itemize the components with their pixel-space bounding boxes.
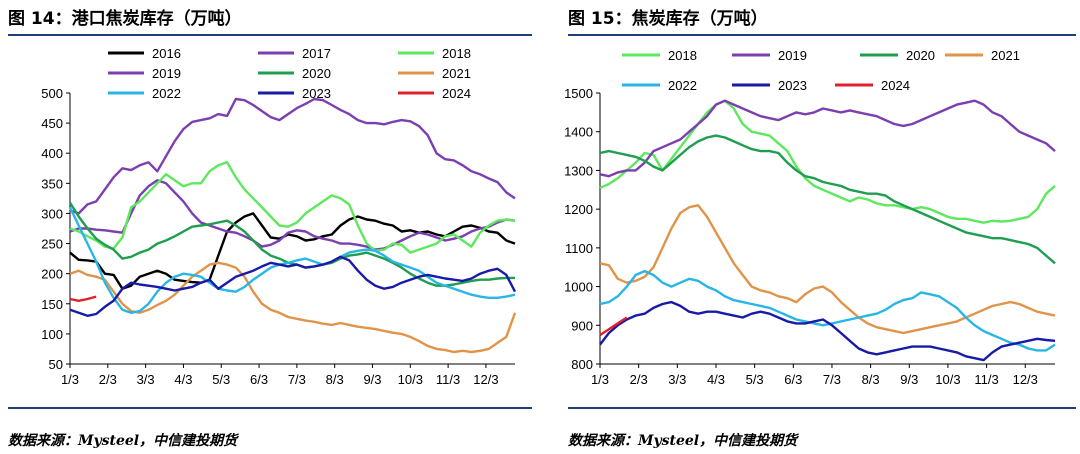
x-tick-label: 8/3 — [862, 372, 880, 387]
title-rule — [8, 34, 532, 36]
legend-label-2020: 2020 — [906, 48, 935, 63]
y-tick-label: 1300 — [564, 163, 593, 178]
legend-label-2022: 2022 — [152, 86, 181, 101]
x-tick-label: 7/3 — [823, 372, 841, 387]
series-line-2017 — [69, 179, 516, 251]
x-tick-label: 3/3 — [668, 372, 686, 387]
y-tick-label: 300 — [41, 206, 63, 221]
chart-panel-coke: 图 15：焦炭库存（万吨） 800 900 1000 1100 1200 1300 1400… — [560, 0, 1080, 454]
legend-label-2020: 2020 — [302, 66, 331, 81]
series-line-2016 — [69, 212, 516, 290]
legend-label-2023: 2023 — [302, 86, 331, 101]
series-line-2020 — [68, 201, 515, 287]
x-tick-label: 1/3 — [591, 372, 609, 387]
x-tick-label: 5/3 — [212, 372, 230, 387]
x-tick-label: 2/3 — [99, 372, 117, 387]
series-line-2024 — [599, 316, 628, 337]
x-tick-label: 6/3 — [784, 372, 802, 387]
x-tick-label: 9/3 — [363, 372, 381, 387]
series-line-2023 — [599, 300, 1056, 362]
y-tick-label: 1100 — [565, 241, 593, 256]
legend-label-2018: 2018 — [442, 46, 471, 61]
y-tick-label: 1000 — [564, 280, 593, 295]
series-line-2019 — [69, 97, 516, 215]
legend-label-2024: 2024 — [881, 78, 910, 93]
legend-label-2019: 2019 — [152, 66, 181, 81]
x-tick-label: 4/3 — [174, 372, 192, 387]
x-tick-label: 3/3 — [137, 372, 155, 387]
footer-rule — [8, 407, 532, 409]
y-tick-label: 350 — [41, 176, 63, 191]
footer-rule — [568, 407, 1076, 409]
legend-label-2016: 2016 — [152, 46, 181, 61]
y-tick-label: 400 — [41, 146, 63, 161]
series-line-2022 — [68, 206, 516, 314]
legend-label-2022: 2022 — [668, 78, 697, 93]
y-tick-label: 900 — [571, 318, 593, 333]
y-tick-label: 1400 — [564, 125, 593, 140]
x-tick-label: 5/3 — [746, 372, 764, 387]
legend-label-2017: 2017 — [302, 46, 331, 61]
x-tick-label: 4/3 — [707, 372, 725, 387]
y-tick-label: 250 — [41, 237, 63, 252]
series-line-2021 — [599, 204, 1056, 335]
x-tick-label: 6/3 — [250, 372, 268, 387]
y-tick-label: 100 — [41, 327, 63, 342]
x-tick-label: 7/3 — [288, 372, 306, 387]
legend-label-2019: 2019 — [778, 48, 807, 63]
legend-label-2023: 2023 — [778, 78, 807, 93]
series-line-2018 — [599, 99, 1056, 224]
y-tick-label: 50 — [49, 357, 63, 372]
x-tick-label: 11/3 — [436, 372, 460, 387]
legend-label-2018: 2018 — [668, 48, 697, 63]
x-tick-label: 12/3 — [1013, 372, 1038, 387]
series-line-2022 — [599, 269, 1056, 352]
title-rule — [568, 34, 1076, 36]
series-line-2023 — [69, 255, 517, 317]
legend-label-2024: 2024 — [442, 86, 471, 101]
series-line-2021 — [69, 261, 517, 354]
x-tick-label: 1/3 — [61, 372, 79, 387]
x-tick-label: 12/3 — [473, 372, 498, 387]
x-tick-label: 10/3 — [935, 372, 960, 387]
chart-port-coke-inventory: 50 100 150 200 250 300 350 400 450 500 1/3 2/3 3/3 4/… — [41, 46, 517, 387]
x-tick-label: 8/3 — [326, 372, 344, 387]
series-line-2020 — [599, 134, 1056, 265]
series-line-2018 — [69, 161, 516, 254]
x-tick-label: 2/3 — [630, 372, 648, 387]
chart-title: 图 14：港口焦炭库存（万吨） — [8, 9, 242, 29]
legend-label-2021: 2021 — [442, 66, 471, 81]
y-tick-label: 200 — [41, 267, 63, 282]
y-tick-label: 1500 — [564, 86, 593, 101]
x-tick-label: 10/3 — [398, 372, 423, 387]
y-tick-label: 800 — [571, 357, 593, 372]
series-line-2019 — [599, 99, 1056, 178]
source-note: 数据来源：Mysteel，中信建投期货 — [8, 433, 238, 449]
chart-coke-inventory: 800 900 1000 1100 1200 1300 1400 1500 1/3 2/3 3/3 4… — [564, 48, 1056, 387]
y-tick-label: 450 — [41, 116, 63, 131]
x-tick-label: 11/3 — [974, 372, 998, 387]
chart-title: 图 15：焦炭库存（万吨） — [568, 9, 768, 29]
legend-label-2021: 2021 — [991, 48, 1020, 63]
chart-panel-port-coke: 图 14：港口焦炭库存（万吨） 50 100 150 200 250 300 350 400 4… — [8, 9, 532, 449]
series-line-2024 — [69, 295, 97, 302]
y-tick-label: 1200 — [564, 202, 593, 217]
y-tick-label: 150 — [41, 297, 63, 312]
x-tick-label: 9/3 — [900, 372, 918, 387]
source-note: 数据来源：Mysteel，中信建投期货 — [568, 433, 798, 449]
y-tick-label: 500 — [41, 86, 63, 101]
